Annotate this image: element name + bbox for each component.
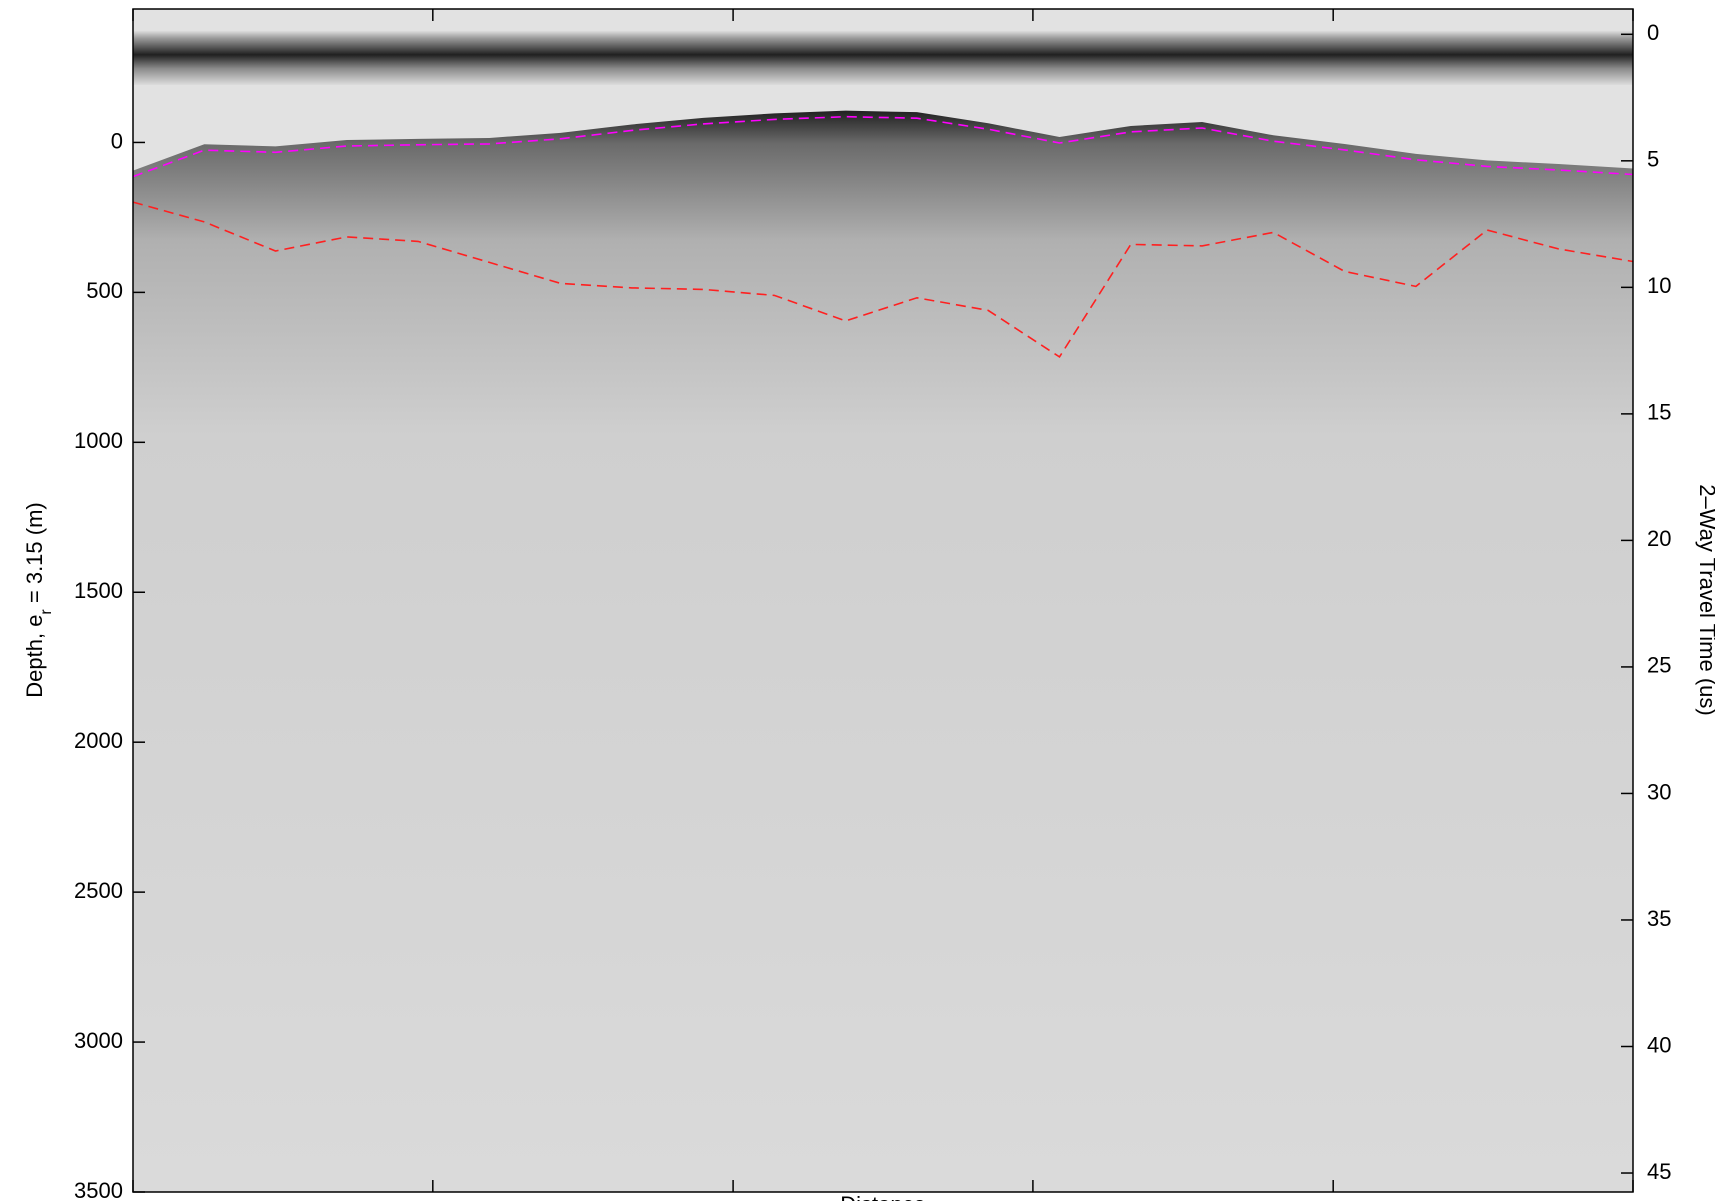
x-tick-label: 31.57 km xyxy=(1588,1198,1679,1201)
y2-tick-label: 15 xyxy=(1647,400,1671,425)
layer-trace xyxy=(132,201,1634,359)
x-tick-label: 12.63 km xyxy=(688,1198,779,1201)
ice-shading xyxy=(133,110,1633,1192)
y2-tick-label: 35 xyxy=(1647,906,1671,931)
x-tick-label: 25.26 km xyxy=(1288,1198,1379,1201)
y2-tick-label: 45 xyxy=(1647,1159,1671,1184)
y2-tick-label: 25 xyxy=(1647,653,1671,678)
y-tick-label: 2000 xyxy=(74,728,123,753)
x-tick-label: 6.31 km xyxy=(394,1198,472,1201)
y-tick-label: 1500 xyxy=(74,578,123,603)
x-tick-label: 18.94 km xyxy=(988,1198,1079,1201)
y2-tick-label: 20 xyxy=(1647,526,1671,551)
y2-axis-label: 2–Way Travel Time (us) xyxy=(1695,484,1715,715)
y2-tick-label: 40 xyxy=(1647,1032,1671,1057)
y2-tick-label: 0 xyxy=(1647,20,1659,45)
plot-frame xyxy=(132,8,1634,1193)
y-tick-label: 3000 xyxy=(74,1028,123,1053)
y2-tick-label: 5 xyxy=(1647,147,1659,172)
layer-trace xyxy=(132,115,1634,178)
x-tick-label: 0.00 km xyxy=(94,1198,172,1201)
y-tick-label: 3500 xyxy=(74,1178,123,1201)
y-tick-label: 2500 xyxy=(74,878,123,903)
y2-tick-label: 30 xyxy=(1647,779,1671,804)
x-axis-label: Distance xyxy=(840,1192,926,1201)
y-tick-label: 1000 xyxy=(74,428,123,453)
y2-tick-label: 10 xyxy=(1647,273,1671,298)
y-tick-label: 0 xyxy=(111,128,123,153)
y-axis-label: Depth, er = 3.15 (m) xyxy=(22,502,55,697)
y-tick-label: 500 xyxy=(86,278,123,303)
surface-band xyxy=(133,30,1633,85)
